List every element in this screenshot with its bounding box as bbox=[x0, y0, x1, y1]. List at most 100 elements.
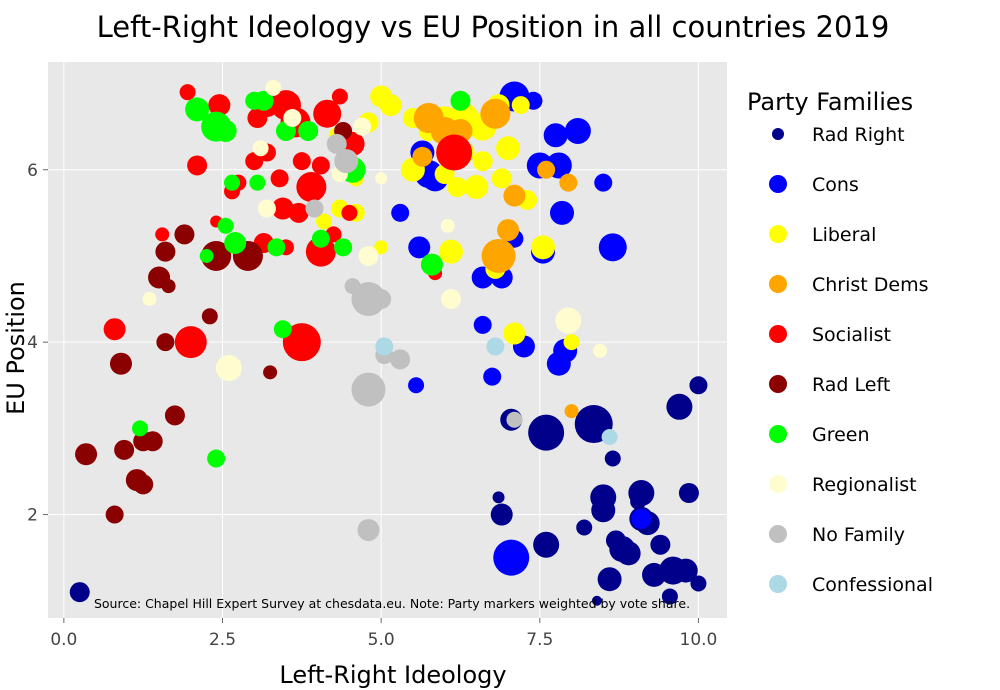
point-socialist bbox=[155, 227, 170, 242]
point-no-family bbox=[506, 411, 523, 428]
point-liberal bbox=[491, 168, 512, 189]
point-liberal bbox=[438, 239, 463, 264]
x-tick-label: 2.5 bbox=[209, 630, 236, 650]
x-tick-label: 0.0 bbox=[50, 630, 77, 650]
point-rad-right bbox=[591, 595, 602, 606]
x-tick-label: 10.0 bbox=[680, 630, 718, 650]
point-socialist bbox=[292, 152, 311, 171]
point-cons bbox=[543, 123, 568, 148]
point-green bbox=[224, 174, 241, 191]
point-no-family bbox=[357, 519, 380, 542]
point-rad-right bbox=[689, 376, 708, 395]
point-socialist bbox=[331, 88, 348, 105]
y-axis-title: EU Position bbox=[2, 281, 30, 415]
point-cons bbox=[598, 233, 627, 262]
point-socialist bbox=[271, 197, 294, 220]
legend-marker-christ-dems bbox=[769, 275, 787, 293]
point-liberal bbox=[379, 94, 402, 117]
point-green bbox=[298, 120, 319, 141]
legend-label-socialist: Socialist bbox=[812, 324, 891, 346]
point-confessional bbox=[486, 337, 505, 356]
legend: Rad Right Cons Liberal Christ Dems Socialist… bbox=[769, 124, 933, 596]
point-christ-dems bbox=[537, 160, 556, 179]
legend-marker-cons bbox=[769, 175, 787, 193]
point-green bbox=[273, 320, 292, 339]
legend-marker-rad-left bbox=[769, 375, 787, 393]
point-rad-left bbox=[174, 224, 195, 245]
point-socialist bbox=[311, 156, 330, 175]
point-rad-right bbox=[591, 498, 616, 523]
axis-ticks: 0.0 2.5 5.0 7.5 10.0 2 4 6 bbox=[27, 161, 717, 650]
point-regionalist bbox=[440, 289, 461, 310]
legend-label-rad-right: Rad Right bbox=[812, 124, 905, 146]
point-rad-left bbox=[155, 241, 176, 262]
point-socialist bbox=[208, 94, 231, 117]
point-rad-left bbox=[201, 240, 232, 271]
point-no-family bbox=[334, 149, 359, 174]
point-socialist bbox=[103, 318, 126, 341]
point-christ-dems bbox=[481, 238, 516, 273]
y-tick-label: 2 bbox=[27, 506, 38, 526]
legend-label-christ-dems: Christ Dems bbox=[812, 274, 929, 296]
point-christ-dems bbox=[480, 98, 511, 129]
point-rad-right bbox=[69, 582, 90, 603]
point-green bbox=[199, 248, 214, 263]
legend-marker-socialist bbox=[769, 325, 787, 343]
point-no-family bbox=[326, 133, 347, 154]
data-points bbox=[69, 79, 708, 606]
point-liberal bbox=[374, 240, 389, 255]
point-rad-right bbox=[597, 567, 622, 592]
point-socialist bbox=[187, 155, 208, 176]
point-rad-left bbox=[109, 352, 132, 375]
point-liberal bbox=[511, 96, 530, 115]
point-rad-left bbox=[114, 439, 135, 460]
point-cons bbox=[391, 203, 410, 222]
point-no-family bbox=[390, 349, 411, 370]
legend-marker-regionalist bbox=[769, 475, 787, 493]
point-rad-right bbox=[650, 534, 671, 555]
point-regionalist bbox=[215, 355, 242, 382]
point-socialist bbox=[174, 326, 207, 359]
point-green bbox=[267, 238, 286, 257]
point-confessional bbox=[601, 428, 618, 445]
point-liberal bbox=[530, 235, 555, 260]
point-regionalist bbox=[257, 199, 276, 218]
legend-label-confessional: Confessional bbox=[812, 574, 933, 596]
point-rad-right bbox=[492, 491, 505, 504]
point-rad-right bbox=[533, 531, 560, 558]
legend-label-rad-left: Rad Left bbox=[812, 374, 890, 396]
point-rad-right bbox=[642, 562, 667, 587]
legend-marker-green bbox=[769, 425, 787, 443]
point-cons bbox=[473, 315, 492, 334]
point-christ-dems bbox=[503, 184, 526, 207]
point-no-family bbox=[371, 289, 392, 310]
point-rad-right bbox=[576, 519, 593, 536]
point-rad-right bbox=[604, 450, 621, 467]
legend-label-cons: Cons bbox=[812, 174, 859, 196]
point-cons bbox=[408, 236, 431, 259]
point-green bbox=[450, 90, 471, 111]
point-socialist bbox=[247, 108, 268, 129]
point-green bbox=[217, 217, 234, 234]
point-rad-right bbox=[490, 503, 513, 526]
point-liberal bbox=[472, 151, 493, 172]
point-green bbox=[245, 91, 264, 110]
point-cons bbox=[483, 367, 502, 386]
point-regionalist bbox=[358, 245, 379, 266]
legend-marker-liberal bbox=[769, 225, 787, 243]
point-liberal bbox=[316, 213, 333, 230]
point-christ-dems bbox=[497, 219, 520, 242]
point-rad-left bbox=[164, 405, 185, 426]
legend-label-liberal: Liberal bbox=[812, 224, 876, 246]
point-regionalist bbox=[375, 172, 388, 185]
point-no-family bbox=[351, 372, 386, 407]
point-cons bbox=[594, 173, 613, 192]
point-rad-right bbox=[528, 414, 565, 451]
point-regionalist bbox=[283, 109, 302, 128]
x-tick-label: 7.5 bbox=[526, 630, 553, 650]
point-socialist bbox=[270, 169, 289, 188]
source-annotation: Source: Chapel Hill Expert Survey at che… bbox=[94, 596, 690, 611]
point-green bbox=[311, 229, 330, 248]
point-christ-dems bbox=[559, 173, 578, 192]
